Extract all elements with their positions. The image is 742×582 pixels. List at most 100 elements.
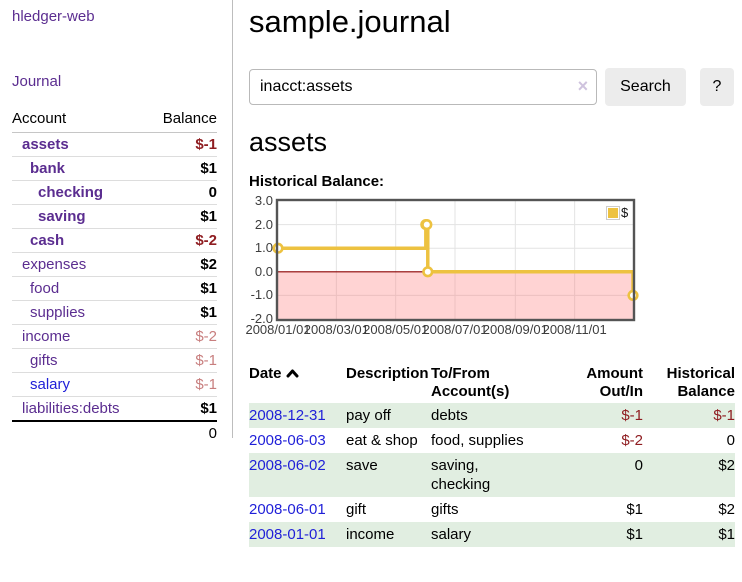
register-header-date[interactable]: Date	[249, 363, 346, 403]
register-cell-amount: $-2	[621, 432, 643, 449]
register-cell-balance: $2	[718, 457, 735, 474]
account-link-liabilities-debts[interactable]: liabilities:debts	[22, 400, 120, 417]
account-row: salary $-1	[12, 372, 217, 397]
account-link-salary[interactable]: salary	[30, 376, 71, 393]
account-balance: $-1	[148, 348, 217, 373]
account-balance: $1	[148, 204, 217, 229]
register-header-amount-line2: Out/In	[599, 383, 643, 400]
account-row: bank $1	[12, 156, 217, 181]
register-cell-accounts: saving, checking	[431, 457, 491, 493]
accounts-total-value: 0	[148, 420, 217, 445]
search-button[interactable]: Search	[605, 68, 686, 106]
register-cell-balance: $-1	[713, 407, 735, 424]
app-brand-link[interactable]: hledger-web	[12, 8, 95, 25]
register-header-balance: Historical Balance	[643, 363, 735, 403]
register-cell-accounts: salary	[431, 526, 472, 543]
transaction-date-link[interactable]: 2008-06-03	[249, 432, 326, 449]
account-link-bank[interactable]: bank	[30, 160, 66, 177]
x-axis-tick-label: 2008/11/01	[542, 322, 607, 337]
register-header-date-label: Date	[249, 365, 282, 382]
register-cell-description: eat & shop	[346, 432, 418, 449]
register-table-header: Date Description To/From Account(s) Amou…	[249, 363, 735, 403]
register-cell-accounts: gifts	[431, 501, 459, 518]
search-input[interactable]	[249, 69, 598, 105]
register-header-accounts-line2: Account(s)	[431, 383, 510, 400]
historical-balance-chart: $ 3.0 2.0 1.0 0.0 -1.0 -2.0 2008/01/01 2008/03/…	[245, 193, 734, 346]
account-row: assets $-1	[12, 132, 217, 157]
account-row: income $-2	[12, 324, 217, 349]
y-axis-tick-label: -1.0	[250, 287, 273, 303]
account-row: expenses $2	[12, 252, 217, 277]
register-row: 2008-06-01 gift gifts $1 $2	[249, 497, 735, 522]
account-link-saving[interactable]: saving	[38, 208, 86, 225]
account-link-gifts[interactable]: gifts	[30, 352, 58, 369]
x-axis-tick-label: 2008/01/01	[245, 322, 311, 337]
register-cell-amount: 0	[634, 457, 643, 474]
account-row: cash $-2	[12, 228, 217, 253]
register-header-accounts-line1: To/From	[431, 365, 490, 382]
y-axis-tick-label: 3.0	[254, 193, 273, 208]
help-button[interactable]: ?	[699, 68, 734, 106]
accounts-total-spacer	[12, 420, 149, 445]
transaction-date-link[interactable]: 2008-06-02	[249, 457, 326, 474]
account-balance: $1	[148, 276, 217, 301]
account-balance: $1	[148, 396, 217, 422]
transaction-date-link[interactable]: 2008-06-01	[249, 501, 326, 518]
account-link-income[interactable]: income	[22, 328, 71, 345]
register-cell-amount: $1	[626, 526, 643, 543]
chart-legend: $	[606, 205, 628, 220]
register-cell-balance: $2	[718, 501, 735, 518]
register-header-accounts: To/From Account(s)	[431, 363, 535, 403]
account-balance: $-1	[148, 372, 217, 397]
sidebar-item-journal[interactable]: Journal	[12, 73, 62, 90]
account-title: assets	[249, 127, 328, 157]
register-cell-date: 2008-06-02	[249, 453, 346, 497]
account-link-supplies[interactable]: supplies	[30, 304, 86, 321]
x-axis-tick-label: 2008/05/01	[363, 322, 429, 337]
accounts-total-row: 0	[12, 420, 217, 445]
x-axis-tick-label: 2008/03/01	[303, 322, 369, 337]
register-cell-date: 2008-01-01	[249, 522, 346, 547]
account-link-assets[interactable]: assets	[22, 136, 69, 153]
account-balance: $1	[148, 156, 217, 181]
register-cell-amount: $1	[626, 501, 643, 518]
register-cell-description: gift	[346, 501, 367, 518]
account-link-checking[interactable]: checking	[38, 184, 104, 201]
register-cell-description: save	[346, 457, 378, 474]
x-axis-tick-label: 2008/07/01	[422, 322, 488, 337]
account-balance: $1	[148, 300, 217, 325]
main-content: sample.journal × Search ? assets Histori…	[233, 0, 742, 582]
transaction-date-link[interactable]: 2008-12-31	[249, 407, 326, 424]
register-table: Date Description To/From Account(s) Amou…	[249, 363, 735, 547]
account-row: gifts $-1	[12, 348, 217, 373]
accounts-header-balance: Balance	[148, 106, 217, 133]
account-link-expenses[interactable]: expenses	[22, 256, 87, 273]
account-row: liabilities:debts $1	[12, 396, 217, 422]
account-row: food $1	[12, 276, 217, 301]
register-header-balance-line2: Balance	[677, 383, 735, 400]
chart-plot-area	[272, 198, 639, 322]
account-row: saving $1	[12, 204, 217, 229]
account-row: checking 0	[12, 180, 217, 205]
account-balance: $-2	[148, 324, 217, 349]
accounts-header-account: Account	[12, 106, 149, 133]
y-axis-tick-label: 0.0	[254, 263, 273, 279]
account-balance: $-1	[148, 132, 217, 157]
legend-swatch	[606, 205, 620, 220]
register-cell-accounts: debts	[431, 407, 468, 424]
register-header-amount-line1: Amount	[586, 365, 643, 382]
account-link-food[interactable]: food	[30, 280, 60, 297]
search-form: × Search ?	[249, 68, 734, 106]
register-cell-date: 2008-12-31	[249, 403, 346, 428]
account-link-cash[interactable]: cash	[30, 232, 65, 249]
transaction-date-link[interactable]: 2008-01-01	[249, 526, 326, 543]
clear-search-icon[interactable]: ×	[577, 76, 589, 96]
x-axis-tick-label: 2008/09/01	[482, 322, 548, 337]
register-cell-description: income	[346, 526, 395, 543]
y-axis-tick-label: -2.0	[250, 311, 273, 326]
accounts-table: Account Balance assets $-1 bank $1 checking 0…	[12, 106, 217, 445]
register-header-balance-line1: Historical	[666, 365, 735, 382]
register-cell-date: 2008-06-03	[249, 428, 346, 453]
register-row: 2008-12-31 pay off debts $-1 $-1	[249, 403, 735, 428]
account-balance: $2	[148, 252, 217, 277]
